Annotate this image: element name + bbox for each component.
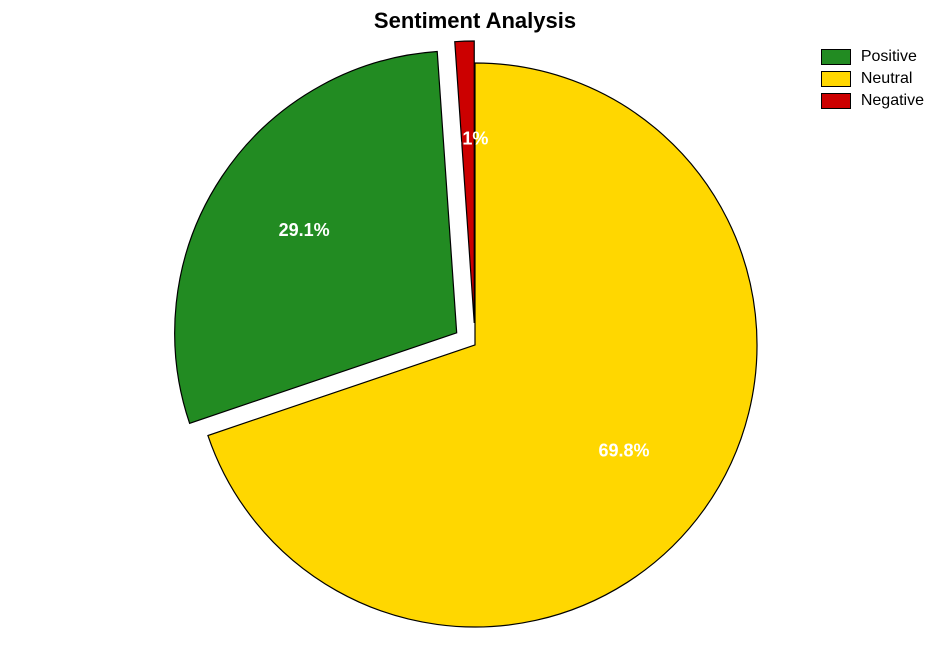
- pie-slice-negative: [455, 41, 474, 323]
- legend-item-neutral: Neutral: [821, 70, 924, 88]
- sentiment-pie-chart: Sentiment Analysis 69.8%29.1%1.1% Positi…: [0, 0, 950, 662]
- legend-swatch-negative: [821, 93, 851, 109]
- slice-label-neutral: 69.8%: [598, 441, 649, 461]
- slice-label-positive: 29.1%: [279, 220, 330, 240]
- legend-item-negative: Negative: [821, 92, 924, 110]
- legend-label-negative: Negative: [861, 92, 924, 110]
- legend-label-positive: Positive: [861, 48, 917, 66]
- legend: Positive Neutral Negative: [821, 48, 924, 114]
- pie-svg: 69.8% 29.1% 1.1%: [0, 0, 950, 662]
- legend-swatch-positive: [821, 49, 851, 65]
- legend-swatch-neutral: [821, 71, 851, 87]
- slice-label-negative: 1.1%: [447, 129, 488, 149]
- legend-label-neutral: Neutral: [861, 70, 913, 88]
- legend-item-positive: Positive: [821, 48, 924, 66]
